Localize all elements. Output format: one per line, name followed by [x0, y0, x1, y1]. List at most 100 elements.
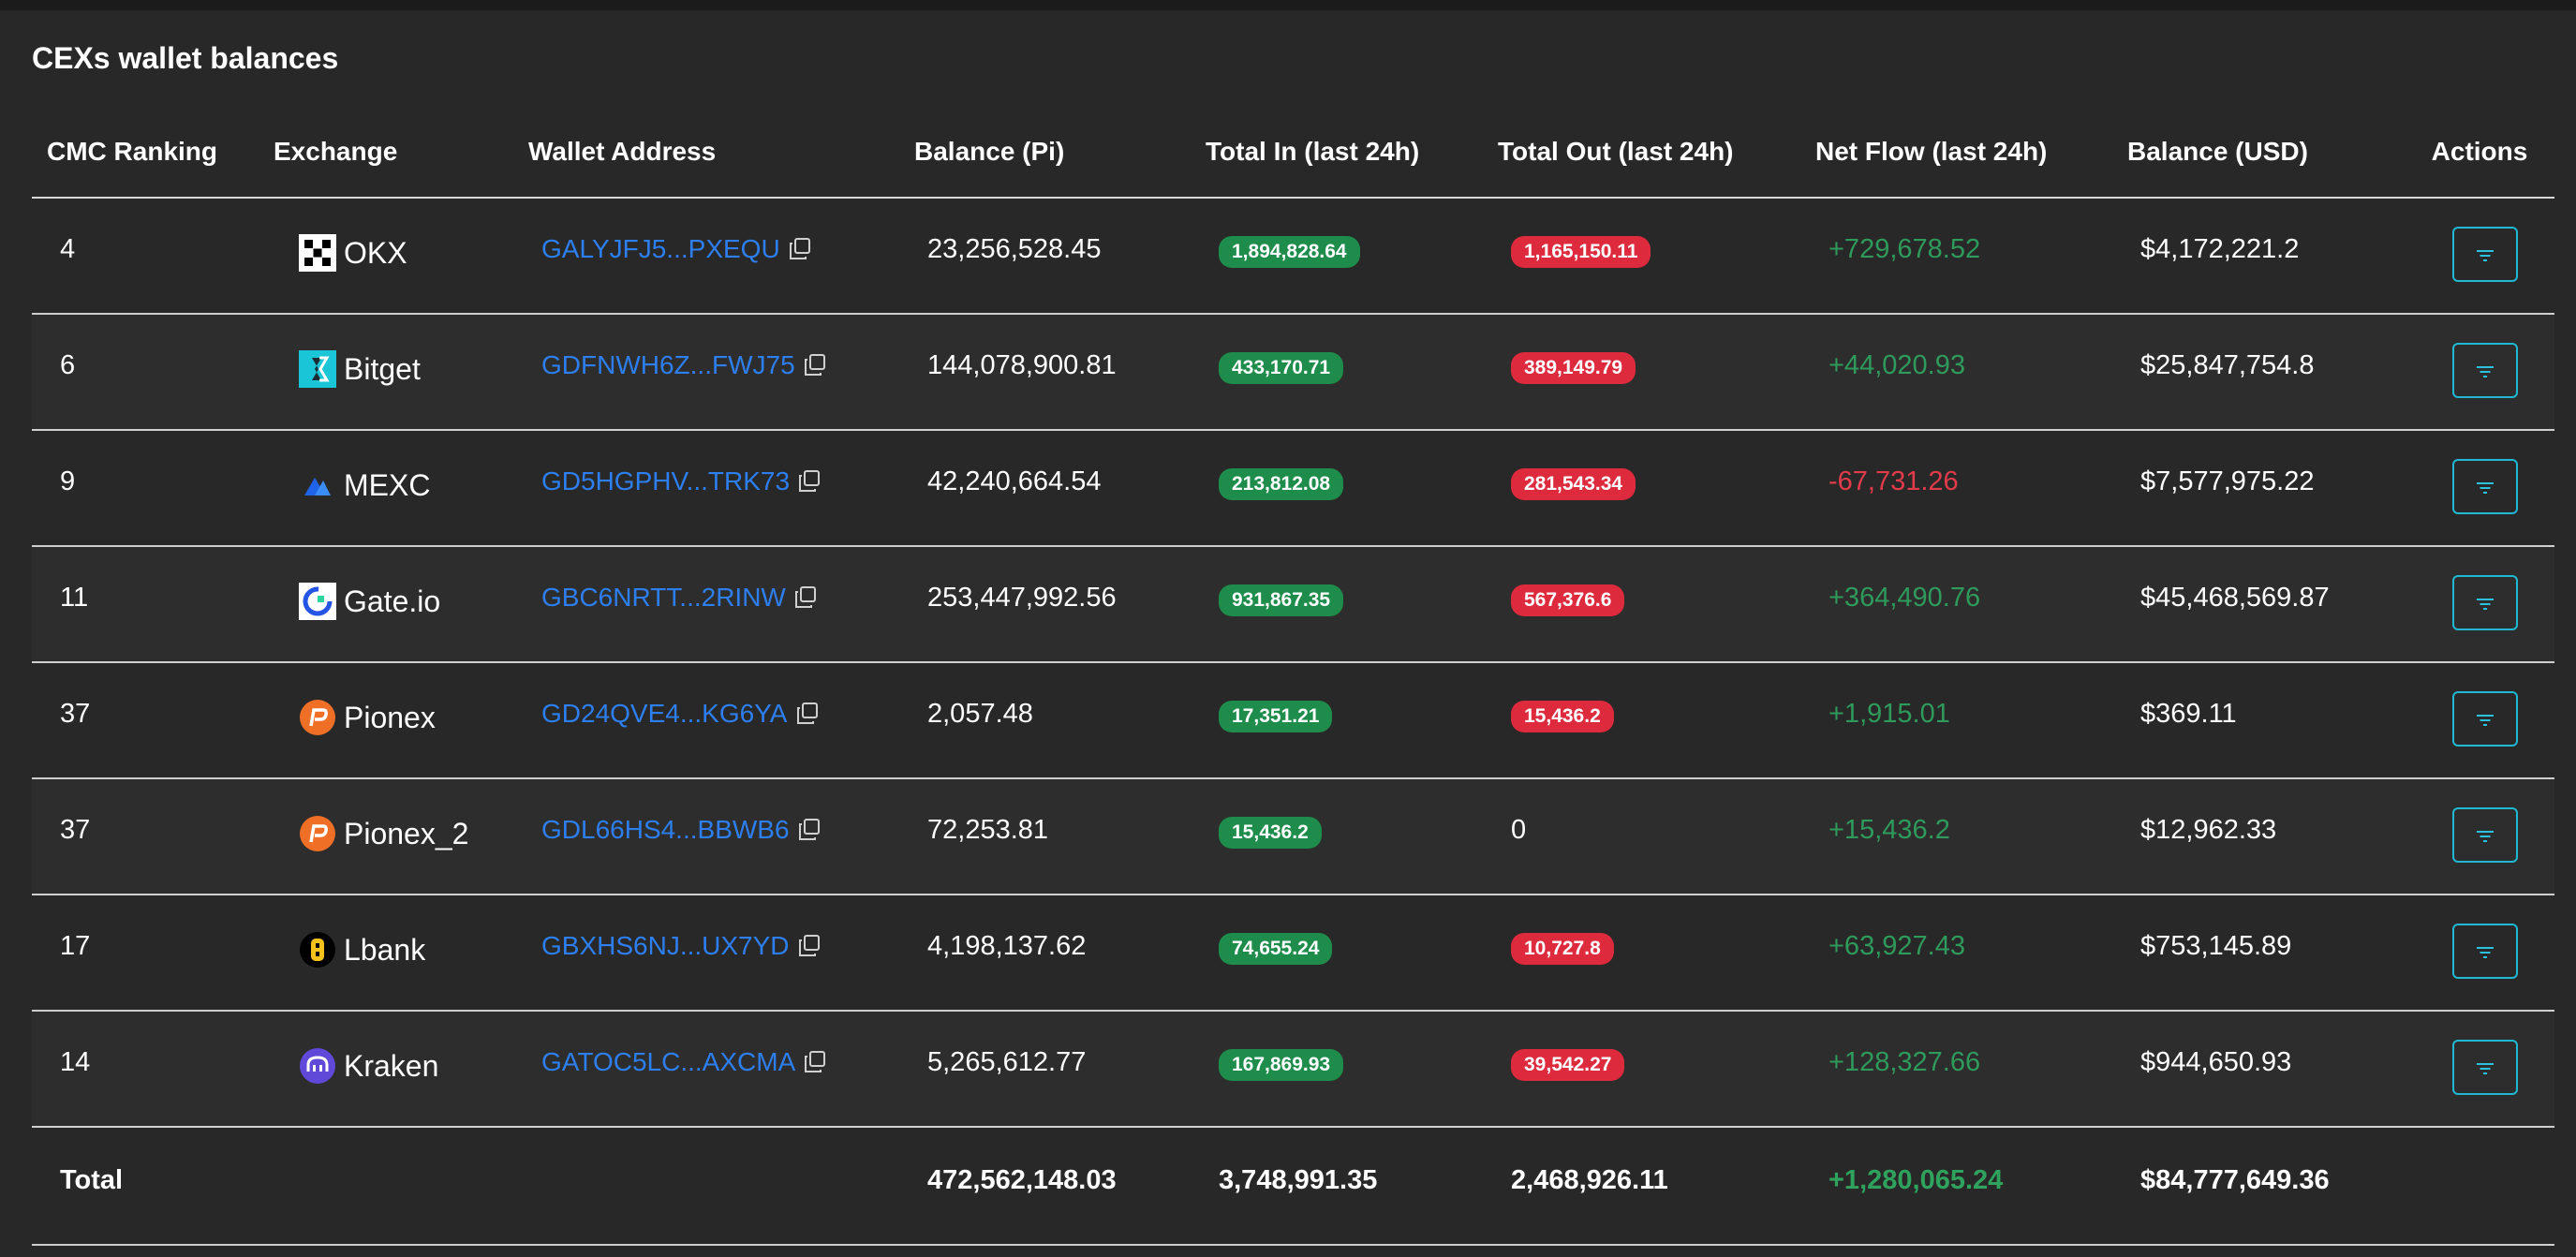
net-flow-cell: +15,436.2	[1800, 778, 2112, 895]
filter-button[interactable]	[2452, 575, 2518, 630]
total-in-badge: 1,894,828.64	[1219, 236, 1360, 268]
wallet-address-link[interactable]: GD24QVE4...KG6YA	[541, 699, 788, 728]
copy-icon[interactable]	[795, 702, 820, 726]
cex-balances-table: CMC Ranking Exchange Wallet Address Bala…	[32, 124, 2554, 1246]
exchange-name: MEXC	[344, 467, 431, 502]
balance-pi: 144,078,900.81	[927, 350, 1117, 380]
filter-button[interactable]	[2452, 343, 2518, 398]
wallet-address-link[interactable]: GATOC5LC...AXCMA	[541, 1047, 796, 1076]
cmc-ranking: 9	[60, 466, 76, 496]
actions-cell	[2405, 1011, 2554, 1128]
net-flow: +15,436.2	[1828, 815, 1950, 845]
header-cmc-ranking[interactable]: CMC Ranking	[32, 124, 259, 199]
exchange-name: Gate.io	[344, 584, 441, 618]
okx-logo-icon	[299, 234, 336, 272]
exchange[interactable]: Pionex	[299, 699, 436, 736]
total-in-cell: 74,655.24	[1191, 895, 1483, 1012]
cmc-ranking: 6	[60, 350, 76, 380]
balance-pi-cell: 144,078,900.81	[899, 314, 1191, 431]
cmc-ranking: 14	[60, 1047, 91, 1077]
lbank-logo-icon	[299, 931, 336, 969]
header-balance-pi[interactable]: Balance (Pi)	[899, 124, 1191, 199]
cmc-ranking: 37	[60, 699, 91, 729]
filter-icon	[2476, 587, 2495, 618]
balance-pi-cell: 23,256,528.45	[899, 198, 1191, 315]
table-row: 17 Lbank GBXHS6NJ...UX7YD 4,198,137.62 7…	[32, 895, 2554, 1012]
wallet-address-cell: GALYJFJ5...PXEQU	[513, 198, 899, 315]
wallet-address-cell: GBC6NRTT...2RINW	[513, 546, 899, 663]
header-net-flow[interactable]: Net Flow (last 24h)	[1800, 124, 2112, 199]
filter-button[interactable]	[2452, 807, 2518, 863]
header-wallet-address[interactable]: Wallet Address	[513, 124, 899, 199]
exchange[interactable]: Bitget	[299, 350, 421, 388]
filter-button[interactable]	[2452, 924, 2518, 979]
balance-pi: 5,265,612.77	[927, 1047, 1087, 1077]
exchange-cell: OKX	[259, 198, 513, 315]
net-flow: +1,915.01	[1828, 699, 1950, 729]
filter-icon	[2476, 1052, 2495, 1083]
total-in-badge: 15,436.2	[1219, 817, 1322, 849]
exchange[interactable]: Pionex_2	[299, 815, 468, 852]
pionex-logo-icon	[299, 815, 336, 852]
copy-icon[interactable]	[793, 585, 818, 610]
wallet-address-link[interactable]: GD5HGPHV...TRK73	[541, 466, 791, 495]
copy-icon[interactable]	[803, 353, 827, 377]
total-out-cell: 389,149.79	[1483, 314, 1800, 431]
total-balance-usd: $84,777,649.36	[2112, 1127, 2405, 1246]
total-in-badge: 213,812.08	[1219, 468, 1344, 500]
exchange-name: Pionex_2	[344, 816, 469, 850]
header-exchange[interactable]: Exchange	[259, 124, 513, 199]
header-total-out[interactable]: Total Out (last 24h)	[1483, 124, 1800, 199]
wallet-address-link[interactable]: GDL66HS4...BBWB6	[541, 815, 790, 844]
kraken-logo-icon	[299, 1047, 336, 1085]
header-balance-usd[interactable]: Balance (USD)	[2112, 124, 2405, 199]
wallet-address-link[interactable]: GALYJFJ5...PXEQU	[541, 234, 780, 263]
exchange-name: Lbank	[344, 932, 426, 967]
exchange[interactable]: Gate.io	[299, 583, 440, 620]
balance-pi-cell: 72,253.81	[899, 778, 1191, 895]
balance-pi: 23,256,528.45	[927, 234, 1102, 264]
cmc-ranking-cell: 17	[32, 895, 259, 1012]
exchange-name: Kraken	[344, 1048, 439, 1083]
copy-icon[interactable]	[803, 1050, 827, 1074]
exchange[interactable]: Kraken	[299, 1047, 438, 1085]
wallet-address-cell: GBXHS6NJ...UX7YD	[513, 895, 899, 1012]
filter-icon	[2476, 703, 2495, 734]
total-out-cell: 567,376.6	[1483, 546, 1800, 663]
table-row: 9 MEXC GD5HGPHV...TRK73 42,240,664.54 21…	[32, 430, 2554, 547]
copy-icon[interactable]	[788, 237, 812, 261]
exchange[interactable]: Lbank	[299, 931, 425, 969]
header-actions: Actions	[2405, 124, 2554, 199]
total-balance-pi: 472,562,148.03	[899, 1127, 1191, 1246]
exchange[interactable]: OKX	[299, 234, 407, 272]
table-row: 14 Kraken GATOC5LC...AXCMA 5,265,612.77 …	[32, 1011, 2554, 1128]
table-row: 6 Bitget GDFNWH6Z...FWJ75 144,078,900.81…	[32, 314, 2554, 431]
wallet-address-link[interactable]: GBXHS6NJ...UX7YD	[541, 931, 790, 960]
wallet-address-link[interactable]: GBC6NRTT...2RINW	[541, 583, 786, 612]
filter-button[interactable]	[2452, 227, 2518, 282]
total-out-cell: 39,542.27	[1483, 1011, 1800, 1128]
exchange-name: Pionex	[344, 700, 436, 734]
cmc-ranking-cell: 4	[32, 198, 259, 315]
actions-cell	[2405, 314, 2554, 431]
filter-button[interactable]	[2452, 1040, 2518, 1095]
filter-button[interactable]	[2452, 459, 2518, 514]
exchange-cell: Pionex	[259, 662, 513, 779]
cmc-ranking-cell: 11	[32, 546, 259, 663]
pionex-logo-icon	[299, 699, 336, 736]
table-row: 37 Pionex_2 GDL66HS4...BBWB6 72,253.81 1…	[32, 778, 2554, 895]
total-out-badge: 389,149.79	[1511, 352, 1636, 384]
balance-usd: $7,577,975.22	[2140, 466, 2315, 496]
filter-button[interactable]	[2452, 691, 2518, 747]
exchange-cell: MEXC	[259, 430, 513, 547]
wallet-address-link[interactable]: GDFNWH6Z...FWJ75	[541, 350, 795, 379]
copy-icon[interactable]	[797, 469, 822, 494]
balance-pi-cell: 2,057.48	[899, 662, 1191, 779]
exchange-cell: Pionex_2	[259, 778, 513, 895]
copy-icon[interactable]	[797, 934, 822, 958]
total-out: 2,468,926.11	[1483, 1127, 1800, 1246]
exchange[interactable]: MEXC	[299, 466, 430, 504]
header-total-in[interactable]: Total In (last 24h)	[1191, 124, 1483, 199]
total-in-badge: 931,867.35	[1219, 584, 1344, 616]
copy-icon[interactable]	[797, 818, 822, 842]
